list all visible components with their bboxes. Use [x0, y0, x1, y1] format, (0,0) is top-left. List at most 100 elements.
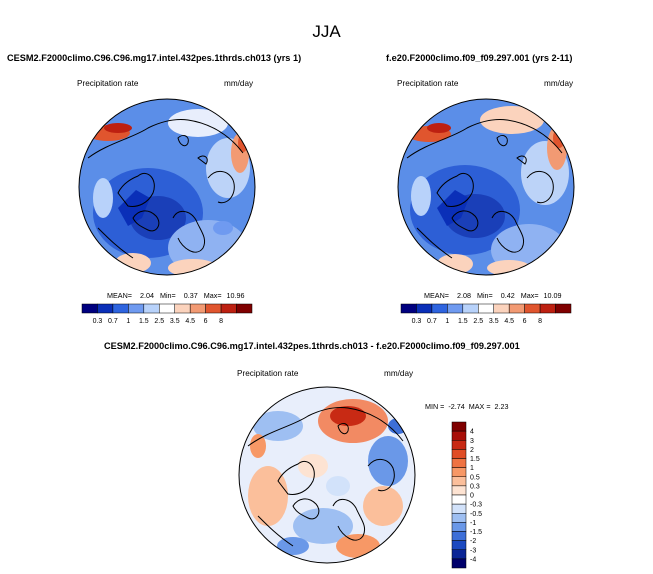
- panel2-colorbar-tick-label: 0.3: [412, 318, 422, 325]
- panel2-colorbar-tick-label: 1: [445, 318, 449, 325]
- diff-colorbar-box: [451, 558, 467, 569]
- figure-title: JJA: [312, 22, 341, 41]
- diff-colorbar-box: [451, 503, 467, 514]
- panel1-min-label: Min=: [159, 291, 176, 300]
- panel2-colorbar-box: [462, 303, 479, 314]
- diff-colorbar-box: [451, 421, 467, 432]
- diff-max-value: 2.23: [494, 402, 509, 411]
- panel2-colorbar-tick-label: 2.5: [473, 318, 483, 325]
- panel1-colorbar-box: [112, 303, 129, 314]
- panel2-max-value: 10.09: [543, 291, 562, 300]
- panel1-colorbar-box: [97, 303, 114, 314]
- panel2-colorbar-tick-label: 8: [538, 318, 542, 325]
- panel2-colorbar-tick-label: 6: [523, 318, 527, 325]
- panel1-mean-label: MEAN=: [107, 291, 132, 300]
- diff-polar-map: [238, 386, 416, 564]
- panel1-units-label: mm/day: [224, 79, 254, 88]
- panel2-colorbar-tick-label: 1.5: [458, 318, 468, 325]
- diff-colorbar-tick-label: -3: [470, 547, 476, 554]
- diff-colorbar-tick-label: -1.5: [470, 529, 482, 536]
- panel1-colorbar-box: [81, 303, 98, 314]
- panel1-colorbar-box: [128, 303, 145, 314]
- panel2-colorbar-box: [478, 303, 494, 314]
- panel1-colorbar-tick-label: 8: [219, 318, 223, 325]
- diff-colorbar-box: [451, 513, 467, 523]
- panel1-colorbar-box: [236, 303, 253, 314]
- panel2-colorbar-tick-label: 0.7: [427, 318, 437, 325]
- panel1-case-title: CESM2.F2000climo.C96.C96.mg17.intel.432p…: [7, 53, 302, 63]
- panel1-colorbar-tick-label: 4.5: [185, 318, 195, 325]
- diff-colorbar-box: [451, 522, 467, 532]
- panel1-max-label: Max=: [203, 291, 222, 300]
- panel2-min-value: 0.42: [500, 291, 515, 300]
- panel1-colorbar-tick-label: 0.7: [108, 318, 118, 325]
- diff-colorbar-tick-label: -0.5: [470, 511, 482, 518]
- panel2-min-label: Min=: [476, 291, 493, 300]
- diff-min-label: MIN =: [425, 402, 445, 411]
- panel1-colorbar-tick-label: 2.5: [154, 318, 164, 325]
- diff-colorbar-box: [451, 476, 467, 487]
- panel1-polar-map: [78, 98, 256, 276]
- panel2-units-label: mm/day: [544, 79, 574, 88]
- diff-colorbar: 4 3 2 1.5 1 0.5 0.3 0 -0.3 -0.5 -1 -1.5 -2 -3 -4: [451, 421, 482, 569]
- panel2-colorbar-box: [524, 303, 541, 314]
- panel2-mean-label: MEAN=: [424, 291, 449, 300]
- panel2-colorbar-tick-label: 3.5: [489, 318, 499, 325]
- panel1-mean-value: 2.04: [139, 291, 154, 300]
- panel1-min-value: 0.37: [183, 291, 198, 300]
- diff-colorbar-tick-label: 0.5: [470, 474, 480, 481]
- panel2-case-title: f.e20.F2000climo.f09_f09.297.001 (yrs 2-…: [386, 53, 573, 63]
- diff-colorbar-box: [451, 458, 467, 468]
- diff-colorbar-box: [451, 440, 467, 450]
- diff-max-label: MAX =: [468, 402, 491, 411]
- diff-colorbar-tick-label: -1: [470, 520, 476, 527]
- diff-colorbar-tick-label: 1: [470, 465, 474, 472]
- panel2-colorbar-box: [539, 303, 556, 314]
- panel1-colorbar-tick-label: 6: [204, 318, 208, 325]
- panel2-stats: MEAN= 2.08 Min= 0.42 Max= 10.09: [424, 291, 562, 300]
- diff-colorbar-tick-label: 1.5: [470, 456, 480, 463]
- diff-colorbar-box: [451, 467, 467, 477]
- diff-colorbar-tick-label: -2: [470, 538, 476, 545]
- diff-stats: MIN = -2.74 MAX = 2.23: [425, 402, 509, 411]
- panel2-colorbar-box: [416, 303, 433, 314]
- diff-case-title: CESM2.F2000climo.C96.C96.mg17.intel.432p…: [104, 341, 520, 351]
- panel1-colorbar-box: [220, 303, 237, 314]
- diff-variable-label: Precipitation rate: [237, 369, 299, 378]
- panel2-mean-value: 2.08: [456, 291, 471, 300]
- diff-colorbar-box: [451, 449, 467, 459]
- diff-colorbar-box: [451, 549, 467, 560]
- panel1-colorbar-tick-label: 1.5: [139, 318, 149, 325]
- panel2-colorbar-box: [447, 303, 464, 314]
- diff-colorbar-tick-label: 0: [470, 493, 474, 500]
- panel1-variable-label: Precipitation rate: [77, 79, 139, 88]
- diff-min-value: -2.74: [448, 402, 465, 411]
- panel2-colorbar-box: [493, 303, 510, 314]
- panel1-stats: MEAN= 2.04 Min= 0.37 Max= 10.96: [107, 291, 245, 300]
- panel1-max-value: 10.96: [226, 291, 245, 300]
- panel2-colorbar: 0.3 0.7 1 1.5 2.5 3.5 4.5 6 8: [400, 303, 572, 325]
- panel1-colorbar-tick-label: 3.5: [170, 318, 180, 325]
- diff-colorbar-tick-label: 2: [470, 447, 474, 454]
- panel2-max-label: Max=: [520, 291, 539, 300]
- panel2-colorbar-box: [508, 303, 525, 314]
- panel2-colorbar-tick-label: 4.5: [504, 318, 514, 325]
- diff-colorbar-box: [451, 540, 467, 550]
- diff-units-label: mm/day: [384, 369, 414, 378]
- panel1-colorbar-box: [205, 303, 222, 314]
- panel1-colorbar-box: [189, 303, 206, 314]
- panel2-colorbar-box: [555, 303, 572, 314]
- diff-colorbar-box: [451, 430, 467, 441]
- diff-colorbar-tick-label: 4: [470, 429, 474, 436]
- panel2-colorbar-box: [400, 303, 417, 314]
- diff-colorbar-tick-label: -0.3: [470, 502, 482, 509]
- panel1-colorbar-tick-label: 1: [126, 318, 130, 325]
- diff-colorbar-box: [451, 485, 467, 496]
- panel1-colorbar-tick-label: 0.3: [93, 318, 103, 325]
- diff-colorbar-tick-label: 0.3: [470, 483, 480, 490]
- panel1-colorbar-box: [143, 303, 160, 314]
- diff-colorbar-tick-label: -4: [470, 556, 476, 563]
- diff-colorbar-box: [451, 494, 467, 505]
- panel1-colorbar-box: [159, 303, 175, 314]
- panel2-colorbar-box: [431, 303, 448, 314]
